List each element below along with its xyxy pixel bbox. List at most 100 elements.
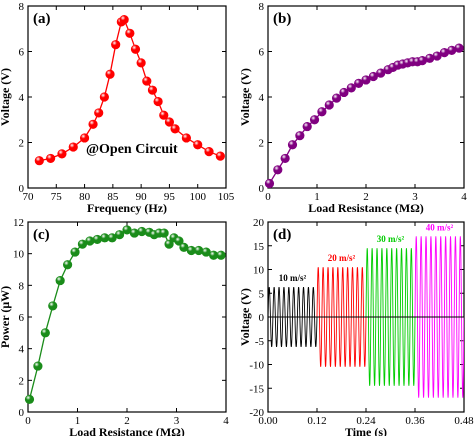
data-point — [79, 133, 90, 143]
data-point — [181, 133, 191, 143]
data-point — [68, 142, 78, 152]
data-point — [105, 69, 115, 79]
panel-b: 0 1 2 3 4 0 2 4 6 8 Load Resistance (MΩ) Voltage (V… — [238, 1, 467, 215]
data-point — [280, 153, 290, 164]
data-point — [55, 275, 65, 286]
data-point — [114, 230, 125, 240]
data-point — [34, 156, 44, 166]
data-point — [317, 107, 327, 117]
data-point — [94, 108, 104, 118]
data-point — [339, 87, 349, 98]
data-point — [57, 149, 67, 159]
y-tick-label: 0 — [259, 312, 265, 324]
data-point — [346, 83, 356, 93]
data-point — [99, 92, 109, 102]
data-point — [264, 178, 275, 189]
data-point — [46, 153, 56, 164]
x-tick-label: 105 — [218, 191, 235, 203]
data-point — [24, 394, 35, 404]
x-tick-label: 1 — [75, 415, 81, 427]
y-tick-label: 10 — [253, 265, 265, 277]
x-tick-label: 0.36 — [405, 415, 425, 427]
data-point — [33, 361, 43, 371]
y-tick-label: 15 — [253, 241, 265, 253]
panel-label: (b) — [273, 11, 291, 27]
y-axis-label: Power (μW) — [0, 286, 12, 348]
x-tick-label: 85 — [107, 191, 119, 203]
data-point — [324, 100, 334, 110]
data-point — [40, 328, 50, 338]
x-tick-label: 0 — [25, 415, 31, 427]
x-tick-label: 0 — [265, 191, 271, 203]
data-point — [88, 119, 98, 129]
data-point — [273, 165, 283, 175]
series-label: 10 m/s² — [279, 273, 307, 283]
data-point — [215, 151, 225, 161]
panel-label: (c) — [33, 227, 50, 243]
x-tick-label: 75 — [51, 191, 63, 203]
y-tick-label: 0 — [259, 183, 265, 195]
data-point — [295, 131, 305, 141]
y-tick-label: 5 — [259, 288, 265, 300]
data-point — [153, 96, 163, 107]
x-tick-label: 70 — [23, 191, 35, 203]
data-point — [164, 239, 174, 249]
data-point — [174, 236, 184, 246]
panel-d: 0.00 0.12 0.24 0.36 0.48 -20 -15 -10 -5 0 5 10 15 20 T… — [238, 217, 474, 436]
y-tick-label: 4 — [19, 344, 25, 356]
series-label: 30 m/s² — [377, 234, 405, 244]
x-tick-label: 90 — [136, 191, 148, 203]
y-tick-label: -10 — [249, 360, 264, 372]
x-axis-label: Load Resistance (MΩ) — [69, 425, 185, 436]
data-point — [159, 110, 169, 120]
y-axis-label: Voltage (V) — [238, 288, 252, 346]
data-point — [287, 140, 298, 150]
x-tick-label: 80 — [79, 191, 91, 203]
x-axis-label: Frequency (Hz) — [87, 201, 167, 215]
data-point — [142, 76, 152, 86]
y-tick-label: 4 — [19, 92, 25, 104]
data-point — [85, 236, 95, 246]
annotation: @Open Circuit — [86, 142, 178, 157]
panel-a: 70 75 80 85 90 95 100 105 0 2 4 6 8 Frequency (Hz) Vol… — [0, 1, 235, 215]
y-tick-label: 6 — [19, 47, 25, 59]
data-point — [147, 85, 158, 95]
y-tick-label: 2 — [259, 138, 265, 150]
x-tick-label: 4 — [223, 415, 229, 427]
x-tick-label: 2 — [124, 415, 130, 427]
x-axis-label: Load Resistance (MΩ) — [308, 201, 424, 215]
data-point — [130, 44, 141, 54]
data-point — [332, 93, 342, 103]
data-point — [111, 40, 121, 50]
y-tick-label: 6 — [19, 312, 25, 324]
panel-label: (a) — [33, 11, 51, 27]
panel-label: (d) — [273, 227, 291, 243]
data-point — [119, 15, 129, 25]
x-tick-label: 0.12 — [307, 415, 326, 427]
data-point — [216, 250, 226, 260]
y-axis-label: Voltage (V) — [0, 68, 12, 126]
data-point — [125, 28, 135, 38]
x-tick-label: 95 — [164, 191, 176, 203]
data-point — [454, 43, 464, 53]
y-tick-label: 8 — [259, 1, 265, 13]
data-point — [164, 117, 175, 127]
x-tick-label: 4 — [461, 191, 467, 203]
y-tick-label: -5 — [255, 336, 265, 348]
x-tick-label: 1 — [314, 191, 320, 203]
y-tick-label: 4 — [259, 92, 265, 104]
data-point — [159, 228, 169, 238]
series-line — [39, 18, 221, 162]
data-point — [193, 140, 203, 150]
data-point — [194, 245, 204, 256]
x-tick-label: 0.00 — [258, 415, 278, 427]
y-tick-label: -15 — [249, 383, 264, 395]
x-tick-label: 2 — [363, 191, 369, 203]
y-tick-label: 2 — [19, 375, 25, 387]
series-label: 40 m/s² — [426, 222, 454, 232]
y-tick-label: 8 — [19, 1, 25, 13]
y-tick-label: 10 — [13, 249, 25, 261]
y-axis-label: Voltage (V) — [238, 68, 252, 126]
